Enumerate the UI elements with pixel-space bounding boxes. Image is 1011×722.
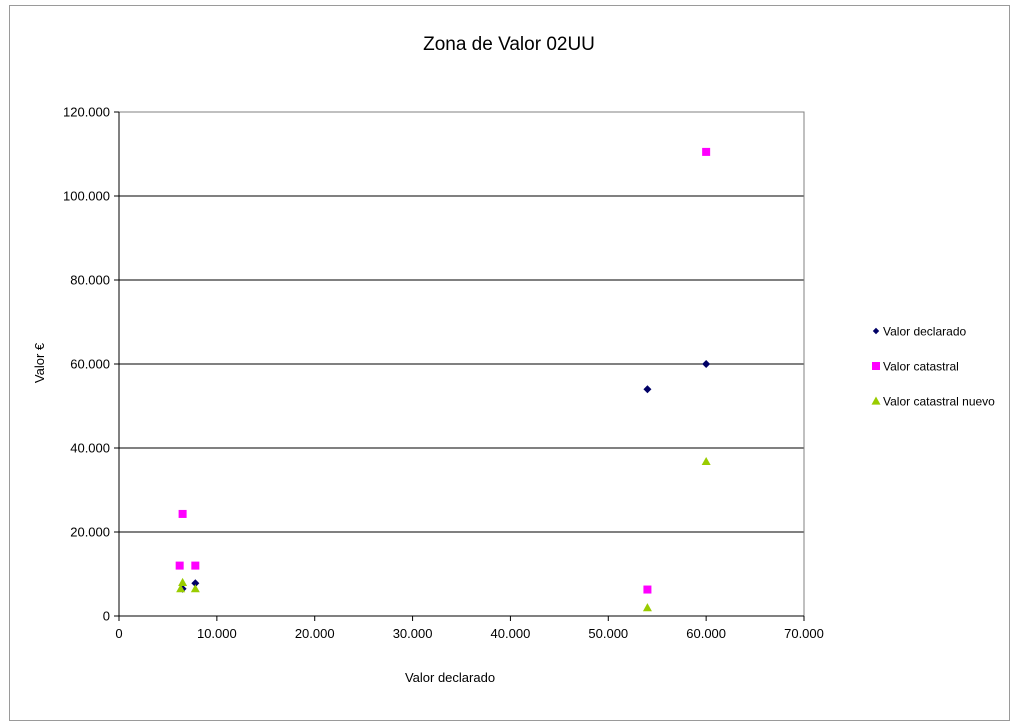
- legend-label: Valor catastral: [883, 360, 959, 374]
- legend: Valor declarado Valor catastral Valor cata…: [871, 325, 995, 409]
- x-tick-label: 60.000: [686, 626, 726, 641]
- legend-label: Valor catastral nuevo: [883, 395, 995, 409]
- gridlines: [119, 111, 804, 533]
- y-tick-label: 40.000: [70, 441, 110, 456]
- point-series-1: [643, 585, 652, 594]
- y-tick-label: 120.000: [63, 105, 110, 120]
- y-tick-label: 20.000: [70, 525, 110, 540]
- point-series-2: [642, 603, 652, 612]
- y-tick-label: 60.000: [70, 357, 110, 372]
- chart-title: Zona de Valor 02UU: [423, 34, 595, 55]
- point-series-1: [175, 561, 184, 570]
- point-series-0: [191, 579, 200, 588]
- point-series-0: [702, 360, 711, 368]
- x-tick-label: 40.000: [491, 626, 531, 641]
- y-tick-label: 0: [103, 609, 110, 624]
- legend-marker: [871, 396, 881, 405]
- data-points: [175, 147, 711, 612]
- x-tick-label: 70.000: [784, 626, 824, 641]
- x-axis-label: Valor declarado: [405, 670, 495, 685]
- y-axis-label: Valor €: [32, 342, 47, 383]
- x-tick-label: 20.000: [295, 626, 335, 641]
- point-series-0: [643, 385, 652, 394]
- point-series-2: [176, 584, 186, 593]
- point-series-1: [702, 147, 711, 156]
- point-series-2: [178, 577, 188, 586]
- legend-marker: [872, 327, 880, 335]
- y-tick-label: 100.000: [63, 189, 110, 204]
- point-series-2: [701, 456, 711, 466]
- chart-frame: [9, 5, 1010, 721]
- x-tick-label: 10.000: [197, 626, 237, 641]
- point-series-1: [191, 561, 200, 570]
- y-tick-labels: 0 20.000 40.000 60.000 80.000 100.000 120.000: [63, 105, 119, 624]
- x-tick-label: 50.000: [588, 626, 628, 641]
- point-series-1: [178, 509, 187, 518]
- x-tick-labels: 0 10.000 20.000 30.000 40.000 50.000 60.000 70.…: [115, 616, 824, 641]
- legend-marker: [872, 362, 880, 370]
- point-series-2: [190, 584, 200, 593]
- x-tick-label: 30.000: [393, 626, 433, 641]
- x-tick-label: 0: [115, 626, 122, 641]
- y-tick-label: 80.000: [70, 273, 110, 288]
- legend-label: Valor declarado: [883, 325, 966, 339]
